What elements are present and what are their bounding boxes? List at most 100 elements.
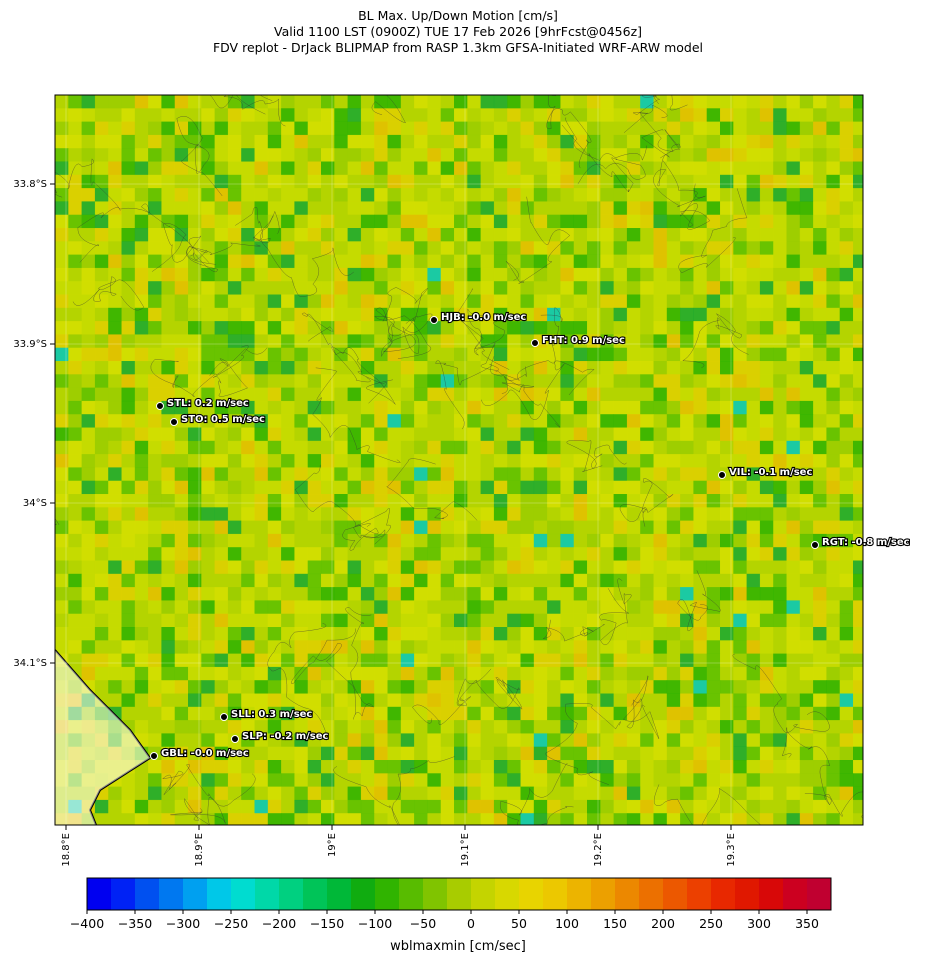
map-cell — [813, 121, 827, 136]
map-cell — [560, 560, 574, 575]
map-cell — [121, 773, 136, 787]
map-cell — [387, 573, 402, 588]
map-cell — [121, 347, 136, 362]
map-cell — [134, 587, 149, 601]
map-cell — [440, 121, 455, 136]
map-cell — [520, 427, 535, 442]
colorbar-cell — [135, 878, 160, 910]
map-cell — [666, 334, 681, 348]
map-cell — [294, 454, 308, 468]
map-cell — [587, 573, 601, 588]
map-cell — [281, 414, 295, 428]
map-cell — [347, 746, 362, 761]
map-cell — [161, 95, 175, 109]
map-cell — [454, 174, 468, 189]
map-cell — [813, 600, 827, 614]
map-cell — [400, 640, 415, 654]
map-cell — [733, 640, 747, 654]
map-cell — [427, 454, 441, 468]
map-cell — [507, 400, 521, 415]
map-cell — [334, 547, 348, 561]
map-cell — [720, 680, 734, 694]
map-cell — [547, 95, 561, 109]
map-cell — [626, 600, 641, 614]
map-cell — [560, 440, 574, 455]
map-cell — [254, 746, 269, 761]
map-cell — [174, 587, 189, 601]
map-cell — [55, 228, 69, 242]
map-cell — [108, 653, 122, 668]
map-cell — [626, 680, 641, 694]
map-cell — [108, 387, 122, 402]
map-cell — [600, 427, 614, 442]
map-cell — [68, 587, 82, 601]
map-cell — [813, 467, 827, 481]
map-cell — [134, 161, 149, 176]
map-cell — [267, 134, 282, 149]
map-cell — [281, 214, 295, 229]
map-cell — [134, 467, 149, 481]
map-cell — [533, 414, 548, 428]
map-cell — [55, 201, 69, 215]
map-cell — [94, 95, 109, 109]
map-cell — [81, 161, 96, 176]
map-cell — [374, 267, 388, 282]
map-cell — [600, 773, 614, 787]
map-cell — [759, 214, 774, 229]
map-cell — [347, 560, 362, 575]
map-cell — [241, 161, 255, 176]
map-cell — [759, 454, 774, 468]
map-cell — [440, 214, 455, 229]
map-cell — [493, 813, 508, 825]
contour — [653, 784, 762, 825]
map-cell — [334, 720, 348, 734]
map-cell — [613, 174, 628, 189]
map-cell — [626, 414, 641, 428]
map-cell — [241, 746, 255, 761]
map-cell — [94, 188, 109, 202]
map-cell — [493, 241, 508, 255]
map-cell — [360, 799, 375, 814]
colorbar-cell — [591, 878, 616, 910]
map-cell — [267, 760, 282, 774]
map-cell — [334, 507, 348, 521]
map-cell — [161, 573, 175, 588]
map-cell — [227, 627, 242, 641]
map-cell — [55, 520, 69, 535]
colorbar-cell — [255, 878, 280, 910]
map-cell — [653, 134, 668, 149]
map-cell — [693, 533, 707, 548]
map-cell — [600, 334, 614, 348]
map-cell — [201, 347, 215, 362]
map-cell — [746, 281, 761, 295]
map-cell — [321, 640, 335, 654]
map-cell — [201, 693, 215, 708]
map-cell — [94, 347, 109, 362]
map-cell — [853, 294, 863, 309]
map-cell — [414, 587, 428, 601]
map-cell — [347, 480, 362, 495]
map-cell — [560, 414, 574, 428]
map-cell — [440, 706, 455, 721]
map-cell — [587, 786, 601, 801]
map-cell — [720, 799, 734, 814]
map-cell — [81, 95, 96, 109]
map-cell — [666, 427, 681, 442]
map-cell — [440, 254, 455, 269]
map-cell — [360, 334, 375, 348]
map-cell — [174, 573, 189, 588]
map-cell — [201, 201, 215, 215]
map-cell — [321, 560, 335, 575]
map-cell — [427, 733, 441, 747]
map-cell — [148, 520, 162, 535]
map-cell — [427, 148, 441, 162]
map-cell — [720, 666, 734, 681]
map-cell — [347, 507, 362, 521]
map-cell — [321, 387, 335, 402]
map-cell — [134, 241, 149, 255]
map-cell — [786, 294, 801, 309]
map-cell — [680, 148, 694, 162]
map-cell — [267, 547, 282, 561]
map-cell — [786, 467, 801, 481]
map-cell — [480, 494, 495, 508]
